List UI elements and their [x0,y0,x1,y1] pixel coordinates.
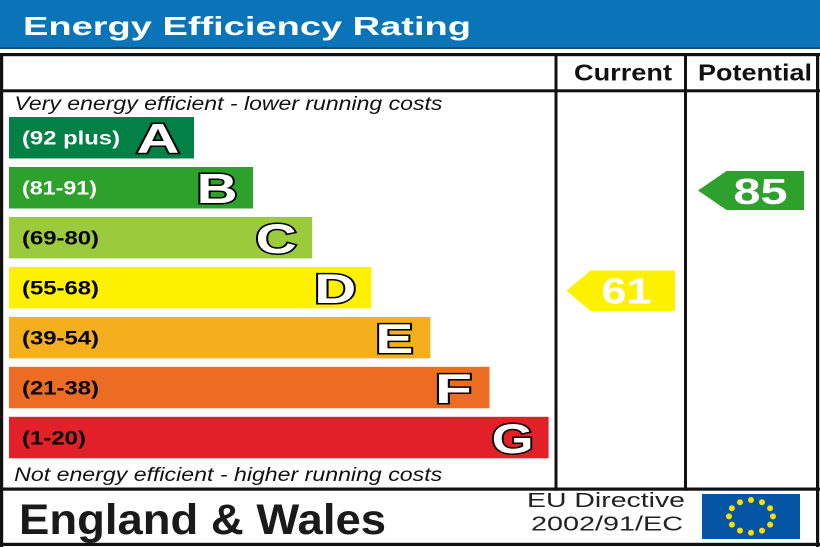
svg-text:61: 61 [602,271,652,312]
svg-text:F: F [435,365,472,412]
svg-text:(1-20): (1-20) [22,429,86,450]
svg-text:Not energy efficient - higher: Not energy efficient - higher running co… [14,465,443,486]
svg-text:EU Directive: EU Directive [527,489,685,512]
svg-text:(55-68): (55-68) [22,279,99,300]
svg-text:Current: Current [574,60,672,86]
svg-text:E: E [375,315,413,362]
svg-text:G: G [492,415,534,462]
svg-text:(81-91): (81-91) [22,179,97,200]
svg-text:Energy Efficiency Rating: Energy Efficiency Rating [23,11,471,41]
svg-text:D: D [314,265,356,312]
svg-text:A: A [137,115,180,162]
svg-text:85: 85 [734,171,788,212]
svg-text:C: C [256,215,297,262]
svg-text:Very energy efficient - lower: Very energy efficient - lower running co… [14,94,443,115]
svg-text:2002/91/EC: 2002/91/EC [531,513,683,536]
svg-text:(69-80): (69-80) [22,229,99,250]
svg-text:Potential: Potential [698,60,812,86]
svg-text:(39-54): (39-54) [22,329,99,350]
svg-text:(21-38): (21-38) [22,379,99,400]
svg-text:B: B [197,165,238,212]
svg-text:England & Wales: England & Wales [19,496,386,544]
svg-text:(92 plus): (92 plus) [22,129,120,150]
